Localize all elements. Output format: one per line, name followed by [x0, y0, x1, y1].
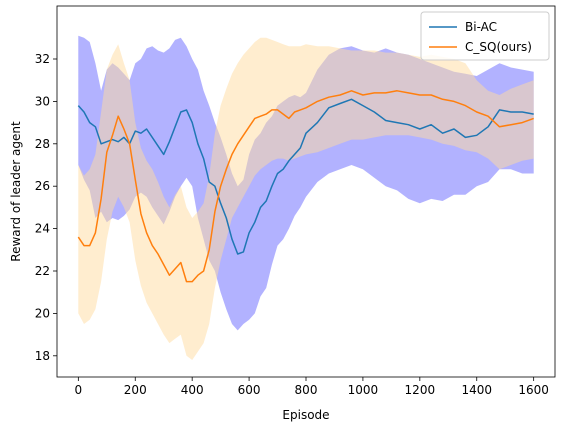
x-tick-label: 600 — [238, 383, 261, 397]
y-axis-title: Reward of leader agent — [9, 121, 23, 262]
series-lines — [77, 90, 534, 283]
band-c-sq-ours — [78, 37, 534, 361]
x-axis: 0 200 400 600 800 1000 1200 1400 1600 — [75, 377, 549, 397]
y-tick-label: 32 — [35, 52, 50, 66]
x-tick-label: 1600 — [518, 383, 549, 397]
y-tick-label: 26 — [35, 179, 50, 193]
legend: Bi-AC C_SQ(ours) — [420, 11, 550, 61]
y-axis: 18 20 22 24 26 28 30 32 — [35, 52, 57, 363]
y-tick-label: 28 — [35, 137, 50, 151]
legend-label-bi-ac: Bi-AC — [465, 20, 497, 34]
x-tick-label: 800 — [295, 383, 318, 397]
x-tick-label: 0 — [75, 383, 83, 397]
x-tick-label: 400 — [181, 383, 204, 397]
x-tick-label: 1400 — [461, 383, 492, 397]
y-tick-label: 20 — [35, 306, 50, 320]
y-tick-label: 24 — [35, 222, 50, 236]
y-tick-label: 30 — [35, 94, 50, 108]
legend-box — [420, 11, 550, 61]
x-tick-label: 1200 — [405, 383, 436, 397]
x-tick-label: 200 — [124, 383, 147, 397]
x-axis-title: Episode — [282, 408, 329, 422]
x-tick-label: 1000 — [348, 383, 379, 397]
y-tick-label: 22 — [35, 264, 50, 278]
y-tick-label: 18 — [35, 349, 50, 363]
line-bi-ac — [77, 98, 534, 255]
line-c-sq-ours — [77, 90, 534, 283]
legend-label-c-sq: C_SQ(ours) — [465, 40, 532, 54]
confidence-bands — [78, 35, 534, 361]
